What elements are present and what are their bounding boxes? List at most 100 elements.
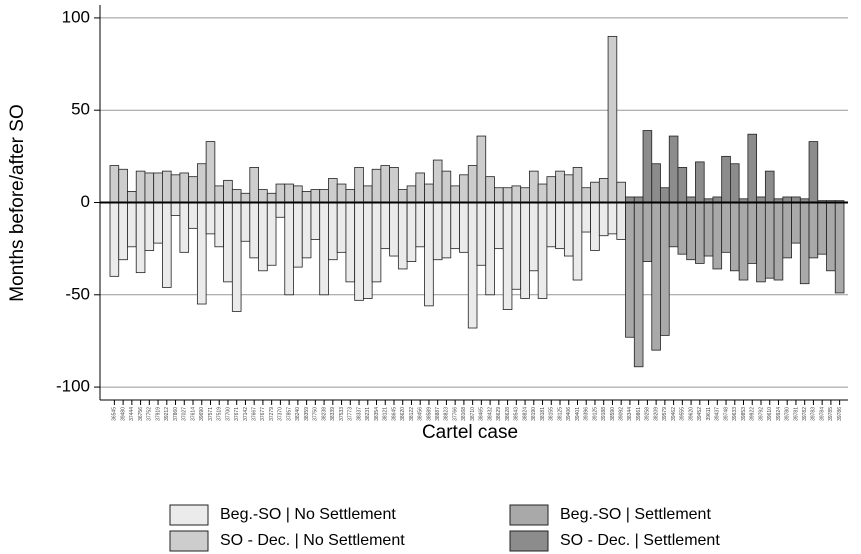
bar (546, 176, 557, 203)
x-tick-label: 39258 (645, 407, 651, 421)
bar (721, 155, 731, 203)
x-tick-label: 38620 (400, 407, 406, 421)
bar (127, 191, 137, 203)
bar (817, 202, 827, 255)
x-axis-title: Cartel case (422, 422, 518, 443)
bar (258, 202, 268, 272)
bar (205, 141, 216, 203)
bar (127, 202, 137, 248)
bar (249, 167, 259, 203)
bar (721, 202, 731, 253)
bar (598, 178, 609, 203)
bar (494, 202, 504, 250)
bar (563, 202, 574, 257)
x-tick-label: 37750 (313, 407, 319, 421)
x-tick-label: 37677 (260, 407, 266, 421)
bar (118, 202, 128, 261)
x-tick-label: 39401 (575, 407, 581, 421)
x-tick-label: 37571 (208, 407, 214, 421)
y-tick-label: -50 (65, 284, 90, 303)
x-tick-label: 39861 (636, 407, 642, 421)
x-tick-label: 38231 (365, 407, 371, 421)
x-tick-label: 39611 (706, 407, 712, 421)
bar (537, 183, 548, 203)
bar (266, 202, 277, 266)
x-tick-label: 39437 (715, 407, 721, 421)
bar (336, 202, 347, 253)
bar (668, 202, 679, 248)
x-tick-label: 39462 (671, 407, 677, 421)
bar (205, 202, 216, 235)
x-tick-label: 37667 (252, 407, 258, 421)
x-tick-label: 39922 (750, 407, 756, 421)
bar (223, 202, 233, 283)
bar (607, 35, 618, 203)
y-tick-label: -100 (56, 377, 90, 396)
x-tick-label: 39781 (793, 407, 799, 421)
bar (450, 185, 460, 203)
bar (415, 172, 425, 203)
x-tick-label: 37614 (190, 407, 196, 421)
x-tick-label: 39786 (837, 407, 843, 421)
x-tick-label: 39780 (785, 407, 791, 421)
bar (808, 141, 819, 203)
bar (109, 165, 120, 203)
x-tick-label: 37027 (182, 407, 188, 421)
x-tick-label: 39792 (758, 407, 764, 421)
y-tick-label: 100 (62, 7, 90, 26)
x-tick-label: 39748 (723, 407, 729, 421)
x-tick-label: 39480 (120, 407, 126, 421)
bar (363, 202, 373, 299)
bar (502, 187, 513, 203)
bar (598, 202, 609, 237)
bar (258, 189, 268, 203)
bar (170, 202, 181, 216)
bar (354, 167, 364, 203)
x-tick-label: 37444 (129, 407, 135, 421)
bar (354, 202, 364, 301)
bar (826, 202, 836, 272)
x-tick-label: 39396 (584, 407, 590, 421)
bar (520, 187, 530, 203)
legend-label: SO - Dec. | Settlement (560, 532, 720, 549)
bar (668, 135, 679, 203)
bar (432, 202, 443, 261)
x-tick-label: 37142 (243, 407, 249, 421)
bar (266, 192, 277, 203)
x-tick-label: 38456 (418, 407, 424, 421)
bar (345, 189, 356, 203)
x-tick-label: 38190 (531, 407, 537, 421)
x-tick-label: 37857 (286, 407, 292, 421)
bar (135, 202, 146, 274)
x-tick-label: 38181 (540, 407, 546, 421)
bar (380, 165, 391, 203)
bar (642, 130, 653, 203)
bar (590, 202, 600, 251)
bar (406, 202, 417, 262)
x-tick-label: 37671 (234, 407, 240, 421)
bar (319, 189, 329, 203)
x-tick-label: 38125 (557, 407, 563, 421)
bar (214, 202, 224, 248)
bar (616, 202, 626, 240)
bar (214, 185, 224, 203)
x-tick-label: 38432 (487, 407, 493, 421)
x-tick-label: 38339 (330, 407, 336, 421)
bar (188, 202, 198, 229)
x-tick-label: 39924 (776, 407, 782, 421)
bar (695, 202, 705, 264)
bar (572, 202, 583, 281)
bar (363, 185, 373, 203)
legend-swatch (169, 530, 209, 552)
bar (310, 189, 321, 203)
bar (625, 202, 635, 338)
bar (336, 183, 347, 203)
bar (476, 135, 487, 203)
x-tick-label: 37919 (155, 407, 161, 421)
x-tick-label: 37766 (452, 407, 458, 421)
x-tick-label: 37370 (278, 407, 284, 421)
x-tick-label: 38543 (514, 407, 520, 421)
bar (485, 176, 495, 203)
bar (633, 202, 644, 368)
bar (196, 202, 207, 305)
